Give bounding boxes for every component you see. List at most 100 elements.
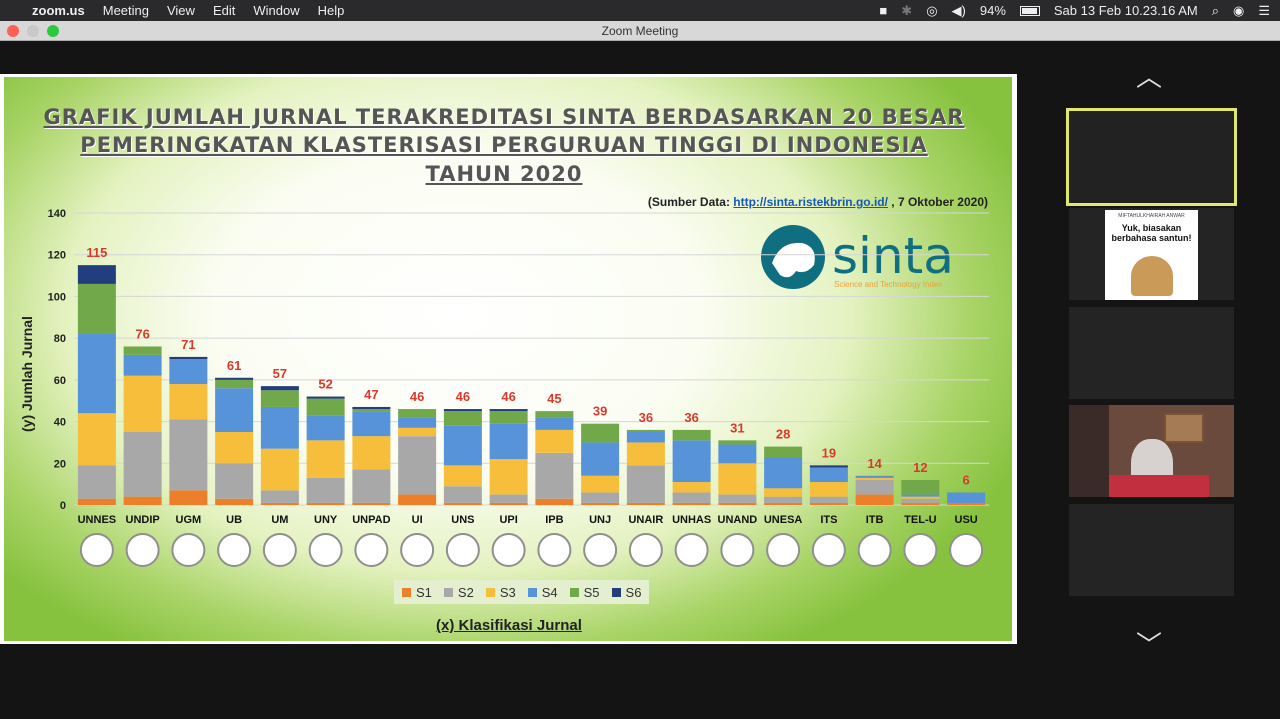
battery-percent[interactable]: 94%	[979, 3, 1006, 18]
control-center-icon[interactable]: ☰	[1258, 2, 1270, 18]
participant-gallery: ︿ MIFTAHULKHAIRAH ANWAR Yuk, biasakan be…	[1040, 41, 1280, 719]
participant-tile-active-speaker[interactable]	[1066, 108, 1237, 206]
x-tick-label: UGM	[176, 514, 202, 526]
video-camera-icon[interactable]: ■	[879, 3, 888, 18]
bar-segment-s1	[626, 502, 665, 505]
university-logo-icon	[125, 533, 160, 567]
zoom-window-button[interactable]	[47, 25, 59, 37]
poster-text-1: Yuk, biasakan	[1121, 223, 1182, 233]
legend-label: S5	[583, 584, 600, 600]
bar-segment-s2	[672, 492, 711, 503]
bar-segment-s1	[672, 502, 711, 505]
bar-segment-s5	[352, 409, 391, 412]
bar-segment-s3	[169, 384, 208, 420]
bar-segment-s5	[123, 346, 162, 355]
university-logo-icon	[903, 533, 938, 567]
menu-app-name[interactable]: zoom.us	[32, 3, 85, 18]
menu-item-meeting[interactable]: Meeting	[102, 3, 149, 18]
legend-label: S3	[499, 584, 516, 600]
university-logo-icon	[857, 533, 892, 567]
bar-segment-s3	[352, 436, 391, 470]
bar-segment-s2	[626, 465, 665, 503]
legend-swatch	[485, 587, 495, 597]
bar-segment-s3	[672, 482, 711, 493]
bar-segment-s5	[306, 398, 345, 416]
close-window-button[interactable]	[7, 25, 19, 37]
menu-item-window[interactable]: Window	[253, 3, 300, 18]
clock[interactable]: Sab 13 Feb 10.23.16 AM	[1053, 3, 1198, 18]
y-tick-label: 80	[54, 333, 66, 345]
bar-segment-s3	[260, 448, 299, 491]
x-tick-label: UNY	[314, 514, 338, 526]
sinta-logo-mark	[772, 242, 815, 278]
legend-label: S6	[625, 584, 642, 600]
sinta-logo-tagline: Science and Technology Index	[834, 280, 942, 289]
bar-segment-s2	[306, 477, 345, 503]
bar-segment-s2	[809, 496, 848, 503]
data-label: 36	[639, 410, 653, 425]
participant-tile-poster[interactable]: MIFTAHULKHAIRAH ANWAR Yuk, biasakan berb…	[1069, 208, 1234, 300]
window-titlebar: Zoom Meeting	[0, 21, 1280, 41]
bar-segment-s6	[352, 406, 391, 410]
bar-segment-s3	[901, 496, 940, 499]
data-label: 12	[913, 460, 927, 475]
bar-segment-s2	[535, 452, 574, 499]
university-logo-icon	[217, 533, 252, 567]
menu-item-view[interactable]: View	[166, 3, 195, 18]
data-label: 115	[86, 245, 107, 260]
siri-icon[interactable]: ◉	[1233, 2, 1245, 18]
bar-segment-s1	[489, 502, 528, 505]
video-background-mirror	[1164, 413, 1204, 443]
bar-segment-s4	[215, 388, 254, 432]
source-link[interactable]: http://sinta.ristekbrin.go.id/	[733, 195, 888, 209]
bar-segment-s2	[169, 419, 208, 491]
participant-tile-empty-1[interactable]	[1069, 307, 1234, 399]
bar-segment-s4	[535, 417, 574, 430]
menu-item-edit[interactable]: Edit	[212, 3, 236, 18]
battery-icon[interactable]	[1019, 5, 1040, 16]
stacked-bar-chart: 020406080100120140115UNNES76UNDIP71UGM61…	[48, 208, 989, 567]
university-logo-icon	[720, 533, 755, 567]
bar-segment-s2	[260, 490, 299, 503]
gallery-down-arrow-icon[interactable]: ﹀	[1136, 630, 1163, 660]
search-icon[interactable]: ⌕	[1211, 2, 1219, 18]
bar-segment-s3	[809, 482, 848, 497]
university-logo-icon	[400, 533, 435, 567]
legend-item: S6	[611, 584, 642, 600]
bar-segment-s5	[260, 390, 299, 407]
bar-segment-s5	[77, 283, 116, 334]
bar-segment-s5	[672, 429, 711, 441]
menu-item-help[interactable]: Help	[317, 3, 345, 18]
participant-tile-empty-2[interactable]	[1069, 504, 1234, 596]
slide: GRAFIK JUMLAH JURNAL TERAKREDITASI SINTA…	[4, 77, 1012, 641]
x-tick-label: UB	[226, 514, 242, 526]
university-logo-icon	[262, 533, 297, 567]
bar-segment-s2	[352, 469, 391, 503]
poster-person-photo	[1131, 256, 1173, 296]
sinta-logo-text: sinta	[832, 227, 954, 285]
y-tick-label: 140	[48, 208, 66, 220]
poster-text-2: berbahasa santun!	[1111, 233, 1192, 243]
bar-segment-s3	[718, 463, 757, 495]
bar-segment-s2	[764, 496, 803, 503]
university-logo-icon	[308, 533, 343, 567]
bar-segment-s4	[809, 467, 848, 483]
data-label: 6	[963, 472, 970, 487]
gallery-up-arrow-icon[interactable]: ︿	[1136, 62, 1163, 92]
source-suffix: , 7 Oktober 2020)	[887, 195, 988, 209]
minimize-window-button[interactable]	[27, 25, 39, 37]
airplay-icon[interactable]: ◎	[926, 2, 938, 18]
legend-swatch	[443, 587, 453, 597]
bluetooth-icon[interactable]: ✱	[901, 2, 913, 18]
x-tick-label: UNAND	[718, 514, 758, 526]
university-logo-icon	[537, 533, 572, 567]
participant-tile-video[interactable]	[1069, 405, 1234, 497]
bar-segment-s3	[77, 413, 116, 466]
chart-legend: S1 S2 S3 S4 S5 S6	[394, 580, 650, 604]
volume-icon[interactable]: ◀)	[951, 2, 966, 18]
x-tick-label: UNJ	[589, 514, 611, 526]
legend-swatch	[402, 587, 411, 597]
bar-segment-s2	[77, 465, 116, 499]
bar-segment-s1	[215, 498, 254, 505]
x-tick-label: UNAIR	[628, 514, 663, 526]
